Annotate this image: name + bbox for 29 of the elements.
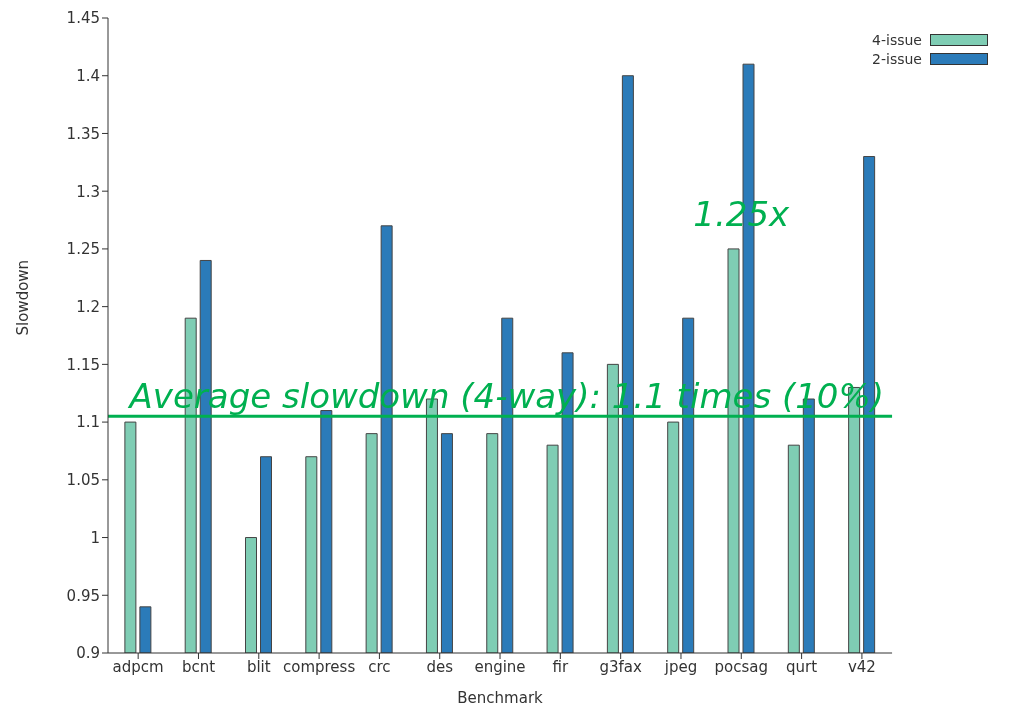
y-tick-label: 1.15 xyxy=(66,355,100,374)
x-tick-label: blit xyxy=(246,657,271,676)
y-tick-label: 1.05 xyxy=(66,471,100,490)
x-tick-label: g3fax xyxy=(599,657,642,676)
y-tick-label: 1 xyxy=(90,528,100,547)
x-tick-label: jpeg xyxy=(663,657,698,676)
x-tick-label: compress xyxy=(282,657,356,676)
x-tick-label: qurt xyxy=(786,657,818,676)
y-tick-label: 1.45 xyxy=(66,9,100,28)
x-tick-label: pocsag xyxy=(714,657,769,676)
y-tick-label: 0.9 xyxy=(76,644,100,663)
y-tick-label: 1.25 xyxy=(66,240,100,259)
x-tick-label: crc xyxy=(368,657,391,676)
legend-label: 4-issue xyxy=(872,31,922,48)
x-tick-label: fir xyxy=(552,657,569,676)
y-tick-label: 0.95 xyxy=(66,586,100,605)
legend-label: 2-issue xyxy=(872,50,922,67)
x-tick-label: engine xyxy=(474,657,526,676)
y-axis-title: Slowdown xyxy=(14,259,33,336)
x-tick-label: bcnt xyxy=(181,657,216,676)
x-axis-title: Benchmark xyxy=(457,689,544,707)
y-tick-label: 1.2 xyxy=(76,297,100,316)
x-tick-label: v42 xyxy=(847,657,876,676)
y-tick-label: 1.1 xyxy=(76,413,100,432)
y-tick-label: 1.4 xyxy=(76,67,100,86)
y-tick-label: 1.35 xyxy=(66,124,100,143)
y-tick-label: 1.3 xyxy=(76,182,100,201)
x-tick-label: adpcm xyxy=(112,657,164,676)
x-tick-label: des xyxy=(426,657,454,676)
